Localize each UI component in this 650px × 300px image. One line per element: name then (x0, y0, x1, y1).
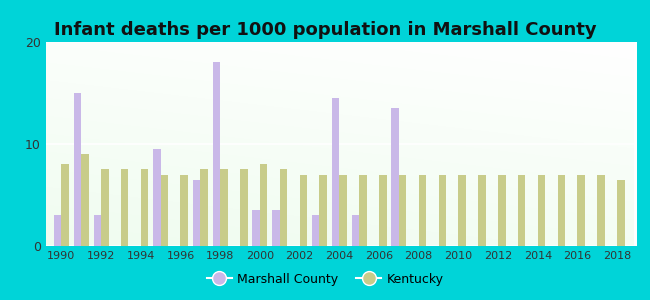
Bar (94, 215, 101, 246)
Bar (458, 175, 466, 246)
Bar (379, 175, 387, 246)
Bar (121, 169, 129, 246)
Bar (617, 180, 625, 246)
Bar (213, 62, 220, 246)
Bar (61, 164, 69, 246)
Bar (280, 169, 287, 246)
Bar (359, 175, 367, 246)
Bar (352, 215, 359, 246)
Bar (252, 210, 260, 246)
Bar (300, 175, 307, 246)
Bar (319, 175, 327, 246)
Bar (332, 98, 339, 246)
Bar (240, 169, 248, 246)
Bar (518, 175, 525, 246)
Bar (312, 215, 319, 246)
Bar (101, 169, 109, 246)
Bar (220, 169, 228, 246)
Bar (181, 175, 188, 246)
Legend: Marshall County, Kentucky: Marshall County, Kentucky (202, 268, 448, 291)
Bar (54, 215, 61, 246)
Bar (419, 175, 426, 246)
Bar (391, 108, 399, 246)
Bar (538, 175, 545, 246)
Bar (193, 180, 200, 246)
Bar (272, 210, 280, 246)
Bar (399, 175, 406, 246)
Bar (73, 93, 81, 246)
Bar (153, 149, 161, 246)
Bar (161, 175, 168, 246)
Bar (200, 169, 208, 246)
Bar (141, 169, 148, 246)
Bar (498, 175, 506, 246)
Bar (81, 154, 89, 246)
Bar (260, 164, 267, 246)
Bar (439, 175, 446, 246)
Bar (339, 175, 347, 246)
Bar (577, 175, 585, 246)
Text: Infant deaths per 1000 population in Marshall County: Infant deaths per 1000 population in Mar… (54, 21, 596, 39)
Bar (478, 175, 486, 246)
Bar (558, 175, 565, 246)
Bar (597, 175, 605, 246)
